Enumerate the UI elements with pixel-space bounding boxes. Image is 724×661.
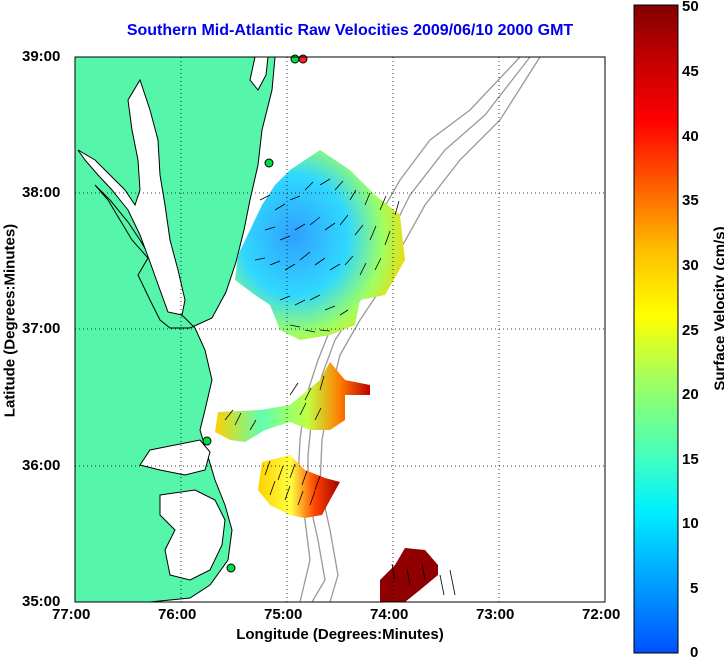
station-marker	[203, 437, 211, 445]
colorbar-tick-label: 20	[682, 386, 699, 403]
station-marker	[299, 55, 307, 63]
colorbar-label: Surface Velocity (cm/s)	[712, 159, 724, 459]
x-tick-label: 74:00	[370, 606, 408, 623]
station-marker	[227, 564, 235, 572]
x-tick-label: 73:00	[476, 606, 514, 623]
x-axis-label: Longitude (Degrees:Minutes)	[75, 626, 605, 643]
colorbar-tick-label: 45	[682, 63, 699, 80]
station-marker	[291, 55, 299, 63]
y-tick-label: 38:00	[22, 184, 60, 201]
colorbar-tick-label: 0	[690, 644, 698, 661]
colorbar	[634, 5, 678, 653]
x-tick-label: 72:00	[582, 606, 620, 623]
y-axis-label: Latitude (Degrees:Minutes)	[2, 161, 19, 481]
colorbar-tick-label: 10	[682, 515, 699, 532]
colorbar-tick-label: 15	[682, 451, 699, 468]
station-marker	[265, 159, 273, 167]
colorbar-tick-label: 25	[682, 322, 699, 339]
y-tick-label: 39:00	[22, 48, 60, 65]
colorbar-tick-label: 50	[682, 0, 699, 15]
colorbar-tick-label: 30	[682, 257, 699, 274]
colorbar-tick-label: 40	[682, 128, 699, 145]
y-tick-label: 37:00	[22, 320, 60, 337]
colorbar-tick-label: 35	[682, 192, 699, 209]
y-tick-label: 35:00	[22, 593, 60, 610]
y-tick-label: 36:00	[22, 457, 60, 474]
colorbar-tick-label: 5	[690, 580, 698, 597]
x-tick-label: 75:00	[264, 606, 302, 623]
x-tick-label: 76:00	[158, 606, 196, 623]
